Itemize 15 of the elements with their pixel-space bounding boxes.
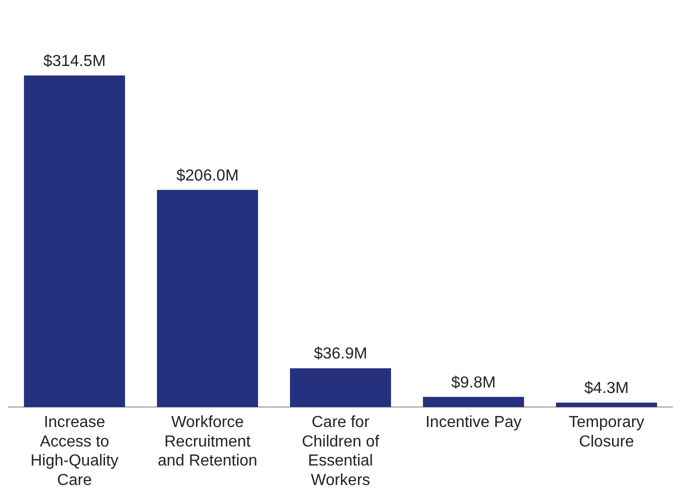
x-tick-label: Increase Access to High-Quality Care (30, 414, 119, 489)
data-label: $314.5M (43, 52, 106, 70)
bar (556, 402, 658, 408)
data-label: $4.3M (584, 380, 629, 398)
bar (290, 368, 392, 408)
data-label: $36.9M (314, 346, 368, 363)
bar (156, 190, 258, 408)
data-label: $206.0M (176, 167, 239, 184)
x-tick-label: Care for Children of Essential Workers (302, 414, 380, 489)
data-label: $9.8M (451, 374, 496, 392)
bar (422, 396, 524, 408)
x-tick-label: Temporary Closure (568, 414, 644, 450)
x-tick-label: Incentive Pay (425, 414, 522, 432)
x-tick-label: Workforce Recruitment and Retention (158, 414, 258, 470)
bar (24, 75, 126, 408)
